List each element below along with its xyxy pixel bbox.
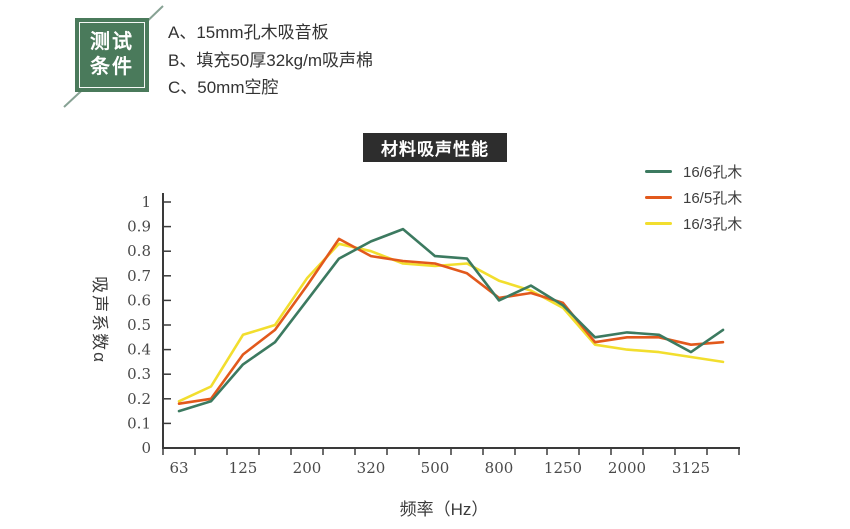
y-tick-label: 0.9 <box>127 218 151 236</box>
chart-title: 材料吸声性能 <box>363 133 507 162</box>
x-tick-label: 800 <box>485 459 514 477</box>
series-line-16/3孔木 <box>177 242 725 403</box>
x-axis-label: 频率（Hz） <box>399 500 489 519</box>
y-tick-label: 0 <box>141 439 151 457</box>
series-line-16/5孔木 <box>177 237 725 405</box>
x-tick-label: 200 <box>293 459 322 477</box>
y-tick-label: 0.4 <box>127 341 151 359</box>
test-conditions-badge-inner: 测试 条件 <box>79 22 145 88</box>
series-line-16/6孔木 <box>177 227 725 413</box>
legend-label: 16/6孔木 <box>683 164 743 181</box>
legend-swatch <box>645 195 672 200</box>
y-tick-label: 0.7 <box>127 267 151 285</box>
x-tick-label: 125 <box>229 459 258 477</box>
y-tick-label: 0.6 <box>127 291 151 309</box>
axis-spines <box>162 193 740 449</box>
x-tick-label: 2000 <box>608 459 646 477</box>
x-tick-label: 63 <box>169 459 188 477</box>
chart-legend: 16/6孔木 16/5孔木 16/3孔木 <box>645 162 742 233</box>
legend-label: 16/3孔木 <box>683 216 743 233</box>
legend-label: 16/5孔木 <box>683 190 743 207</box>
legend-swatch <box>645 169 672 174</box>
test-conditions-list: A、15mm孔木吸音板 B、填充50厚32kg/m吸声棉 C、50mm空腔 <box>168 19 373 102</box>
test-conditions-badge: 测试 条件 <box>75 18 149 92</box>
legend-item: 16/6孔木 <box>645 162 742 181</box>
y-axis-label: 吸声系数α <box>90 276 109 364</box>
badge-text-line2: 条件 <box>90 56 134 78</box>
y-tick-label: 0.3 <box>127 365 151 383</box>
condition-item-b: B、填充50厚32kg/m吸声棉 <box>168 50 373 70</box>
legend-item: 16/3孔木 <box>645 214 742 233</box>
condition-item-c: C、50mm空腔 <box>168 78 279 97</box>
condition-item-a: A、15mm孔木吸音板 <box>168 23 329 42</box>
x-tick-label: 500 <box>421 459 450 477</box>
x-tick-label: 320 <box>357 459 386 477</box>
badge-text-line1: 测试 <box>90 31 134 53</box>
legend-swatch <box>645 221 672 226</box>
line-chart: 0 0.1 0.2 0.3 0.4 0.5 0.6 0.7 0.8 0.9 1 63 125 200 320… <box>127 193 740 477</box>
y-tick-label: 1 <box>141 193 151 211</box>
x-tick-label: 1250 <box>544 459 582 477</box>
y-tick-label: 0.8 <box>127 242 151 260</box>
x-tick-label: 3125 <box>672 459 710 477</box>
y-tick-label: 0.5 <box>127 316 151 334</box>
y-tick-label: 0.2 <box>127 390 151 408</box>
legend-item: 16/5孔木 <box>645 188 742 207</box>
y-tick-label: 0.1 <box>127 414 151 432</box>
